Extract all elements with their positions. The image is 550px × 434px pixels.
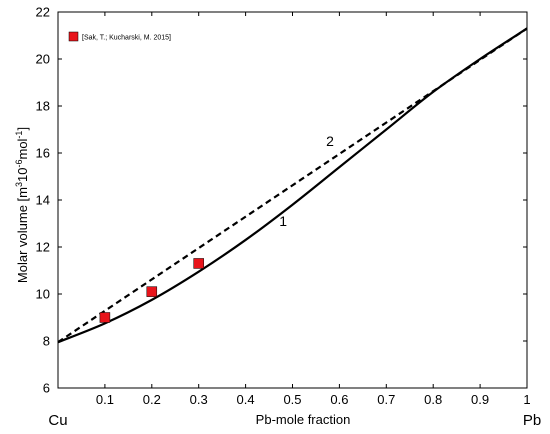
ticks-layer: 0.1 0.2 0.3 0.4 0.5 0.6 0.7 0.8 0.9 1681012141618… bbox=[36, 5, 531, 408]
x-tick-label: 1 bbox=[523, 392, 530, 407]
data-point-marker bbox=[146, 286, 158, 297]
x-tick-label: 0.7 bbox=[377, 392, 395, 407]
legend-label: [Sak, T.; Kucharski, M. 2015] bbox=[82, 35, 171, 42]
x-tick-label: 0.3 bbox=[190, 392, 208, 407]
y-axis-title: Molar volume [m310-6mol-1] bbox=[14, 127, 30, 283]
data-point-marker bbox=[99, 312, 111, 323]
y-tick-label: 18 bbox=[36, 99, 50, 114]
plot-frame bbox=[57, 11, 528, 389]
y-tick-label: 14 bbox=[36, 193, 50, 208]
x-tick-label: 0.1 bbox=[96, 392, 114, 407]
x-tick-label: 0.9 bbox=[471, 392, 489, 407]
x-axis-title: Pb-mole fraction bbox=[256, 412, 351, 427]
y-tick-label: 8 bbox=[43, 334, 50, 349]
y-tick-label: 22 bbox=[36, 5, 50, 20]
series-layer bbox=[57, 27, 528, 344]
y-tick-label: 20 bbox=[36, 52, 50, 67]
x-end-label-pb: Pb bbox=[523, 412, 541, 429]
x-tick-label: 0.2 bbox=[143, 392, 161, 407]
y-tick-label: 6 bbox=[43, 381, 50, 396]
curve-label-2: 2 bbox=[326, 133, 334, 149]
data-point-marker bbox=[193, 258, 204, 269]
series-line-2 bbox=[57, 27, 528, 344]
series-line-1 bbox=[57, 27, 528, 344]
x-end-label-cu: Cu bbox=[48, 412, 67, 429]
x-tick-label: 0.5 bbox=[283, 392, 301, 407]
legend: [Sak, T.; Kucharski, M. 2015] bbox=[68, 31, 171, 42]
y-tick-label: 10 bbox=[36, 287, 50, 302]
curve-label-1: 1 bbox=[279, 213, 287, 229]
x-tick-label: 0.6 bbox=[330, 392, 348, 407]
y-tick-label: 12 bbox=[36, 240, 50, 255]
x-tick-label: 0.8 bbox=[424, 392, 442, 407]
x-tick-label: 0.4 bbox=[237, 392, 255, 407]
labels-layer: 12 bbox=[279, 133, 334, 229]
legend-marker bbox=[68, 31, 79, 42]
y-tick-label: 16 bbox=[36, 146, 50, 161]
